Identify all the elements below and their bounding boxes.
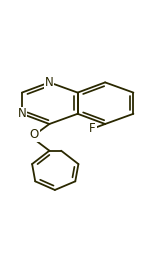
Text: O: O (30, 129, 39, 141)
Text: N: N (45, 76, 54, 89)
Text: N: N (18, 107, 26, 120)
Text: F: F (89, 122, 96, 135)
